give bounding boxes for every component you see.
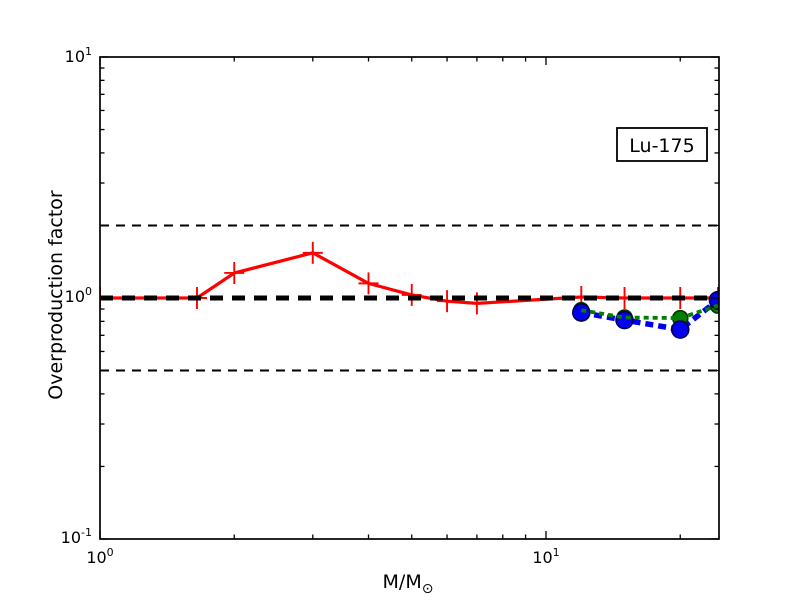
circle-marker [615, 310, 634, 330]
low-mass-models-markers [100, 241, 719, 315]
circle-marker [572, 303, 591, 322]
y-tick-label-10e-1: 10-1 [61, 526, 92, 547]
massive-models-green-markers [573, 297, 719, 327]
y-tick-label-10e0: 100 [65, 285, 92, 306]
plot-area [100, 224, 719, 372]
isotope-annotation-box [616, 127, 708, 162]
y-tick-label-10e1: 101 [65, 45, 92, 66]
massive-models-green-line [580, 303, 719, 321]
x-tick-label-10e1: 101 [532, 546, 559, 567]
chart-axes-layer [99, 56, 720, 540]
x-axis-label: M/M⊙ [383, 571, 434, 597]
chart-data-layer [100, 224, 719, 372]
circle-marker [670, 320, 690, 339]
x-tick-label-10e0: 100 [86, 546, 113, 567]
massive-models-blue-line [580, 297, 719, 333]
isotope-annotation: Lu-175 [616, 127, 708, 162]
isotope-annotation-label: Lu-175 [629, 135, 694, 157]
y-axis-label: Overproduction factor [45, 190, 67, 400]
massive-models-blue-markers [572, 290, 719, 339]
